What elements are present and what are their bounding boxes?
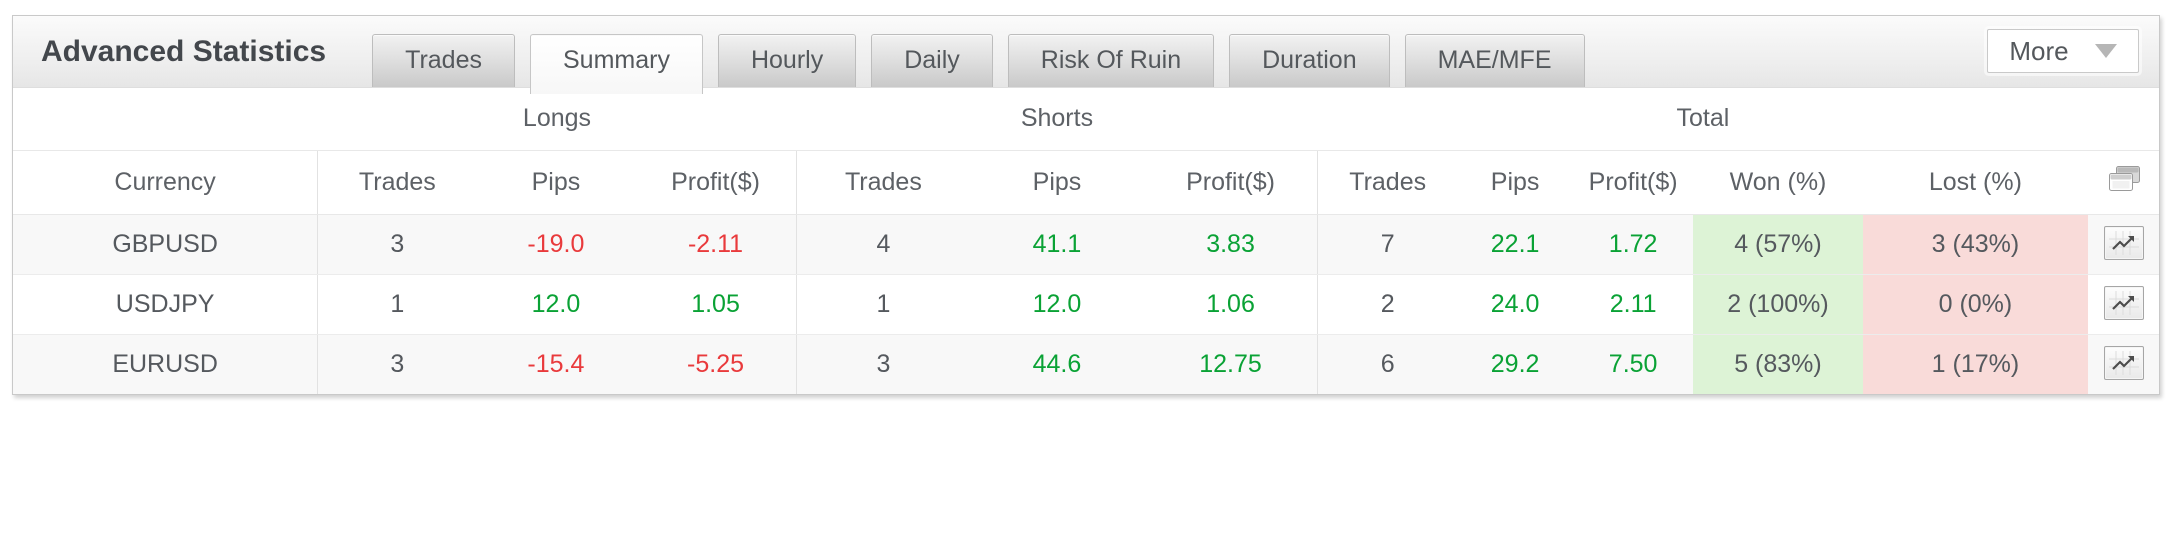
page-title: Advanced Statistics — [41, 35, 327, 68]
column-header-row: Currency Trades Pips Profit($) Trades Pi… — [13, 150, 2159, 215]
currency-cell: GBPUSD — [13, 214, 319, 275]
col-header-longs-pips: Pips — [476, 150, 636, 215]
group-header-longs: Longs — [317, 88, 797, 151]
col-header-shorts-trades: Trades — [796, 150, 971, 215]
summary-statistics-table: Longs Shorts Total Currency Trades Pips … — [13, 88, 2159, 394]
won-cell: 5 (83%) — [1693, 334, 1863, 394]
longs-profit-cell: -5.25 — [635, 334, 797, 394]
group-header-spacer — [2088, 88, 2159, 151]
col-header-longs-trades: Trades — [317, 150, 477, 215]
total-pips-cell: 29.2 — [1457, 334, 1574, 394]
total-pips-cell: 22.1 — [1457, 214, 1574, 275]
chart-icon — [2108, 231, 2139, 255]
shorts-trades-cell: 4 — [796, 214, 971, 275]
popup-windows-icon[interactable] — [2106, 164, 2142, 194]
col-header-total-pips: Pips — [1457, 150, 1574, 215]
tab-daily[interactable]: Daily — [871, 34, 993, 87]
tab-summary[interactable]: Summary — [530, 34, 703, 94]
lost-cell: 1 (17%) — [1862, 334, 2089, 394]
chart-icon — [2108, 351, 2139, 376]
tab-duration[interactable]: Duration — [1229, 34, 1390, 87]
total-trades-cell: 6 — [1317, 334, 1458, 394]
longs-trades-cell: 1 — [317, 274, 477, 335]
col-header-currency: Currency — [13, 150, 319, 215]
col-header-won: Won (%) — [1693, 150, 1863, 215]
tab-risk-of-ruin[interactable]: Risk Of Ruin — [1007, 34, 1215, 87]
chart-icon-button[interactable] — [2103, 286, 2144, 320]
won-cell: 4 (57%) — [1693, 214, 1863, 275]
triangle-down-icon — [2094, 44, 2117, 58]
col-header-shorts-pips: Pips — [970, 150, 1144, 215]
lost-cell: 3 (43%) — [1862, 214, 2089, 275]
table-row-eurusd: EURUSD 3 -15.4 -5.25 3 44.6 12.75 6 29.2… — [13, 334, 2159, 394]
shorts-profit-cell: 12.75 — [1143, 334, 1319, 394]
shorts-profit-cell: 1.06 — [1143, 274, 1319, 335]
col-header-lost: Lost (%) — [1862, 150, 2089, 215]
group-header-row: Longs Shorts Total — [13, 88, 2159, 151]
panel-header: Advanced Statistics Trades Summary Hourl… — [13, 16, 2159, 94]
chart-icon-button[interactable] — [2103, 226, 2144, 260]
tab-trades[interactable]: Trades — [372, 34, 515, 87]
col-header-total-profit: Profit($) — [1573, 150, 1694, 215]
longs-profit-cell: -2.11 — [635, 214, 797, 275]
more-button-label: More — [2009, 35, 2069, 66]
tab-mae-mfe[interactable]: MAE/MFE — [1404, 34, 1585, 87]
longs-pips-cell: -19.0 — [476, 214, 636, 275]
group-header-spacer — [13, 88, 318, 151]
won-cell: 2 (100%) — [1693, 274, 1863, 335]
col-header-longs-profit: Profit($) — [635, 150, 797, 215]
col-header-shorts-profit: Profit($) — [1143, 150, 1319, 215]
longs-profit-cell: 1.05 — [635, 274, 797, 335]
longs-trades-cell: 3 — [317, 214, 477, 275]
chart-icon-button[interactable] — [2103, 346, 2144, 381]
currency-cell: EURUSD — [13, 334, 319, 394]
shorts-pips-cell: 41.1 — [970, 214, 1144, 275]
table-row-usdjpy: USDJPY 1 12.0 1.05 1 12.0 1.06 2 24.0 2.… — [13, 274, 2159, 335]
total-trades-cell: 2 — [1317, 274, 1458, 335]
shorts-profit-cell: 3.83 — [1143, 214, 1319, 275]
tab-hourly[interactable]: Hourly — [717, 34, 857, 87]
table-row-gbpusd: GBPUSD 3 -19.0 -2.11 4 41.1 3.83 7 22.1 … — [13, 214, 2159, 275]
shorts-pips-cell: 12.0 — [970, 274, 1144, 335]
shorts-trades-cell: 1 — [796, 274, 971, 335]
total-pips-cell: 24.0 — [1457, 274, 1574, 335]
tab-bar: Trades Summary Hourly Daily Risk Of Ruin… — [372, 16, 1599, 94]
shorts-pips-cell: 44.6 — [970, 334, 1144, 394]
group-header-shorts: Shorts — [796, 88, 1318, 151]
col-header-total-trades: Trades — [1317, 150, 1458, 215]
more-button[interactable]: More — [1987, 29, 2139, 73]
longs-pips-cell: 12.0 — [476, 274, 636, 335]
currency-cell: USDJPY — [13, 274, 319, 335]
group-header-total: Total — [1317, 88, 2089, 151]
total-profit-cell: 7.50 — [1573, 334, 1694, 394]
advanced-statistics-panel: Advanced Statistics Trades Summary Hourl… — [12, 15, 2160, 395]
longs-trades-cell: 3 — [317, 334, 477, 394]
chart-icon — [2108, 291, 2139, 315]
lost-cell: 0 (0%) — [1862, 274, 2089, 335]
total-profit-cell: 1.72 — [1573, 214, 1694, 275]
shorts-trades-cell: 3 — [796, 334, 971, 394]
total-profit-cell: 2.11 — [1573, 274, 1694, 335]
total-trades-cell: 7 — [1317, 214, 1458, 275]
longs-pips-cell: -15.4 — [476, 334, 636, 394]
